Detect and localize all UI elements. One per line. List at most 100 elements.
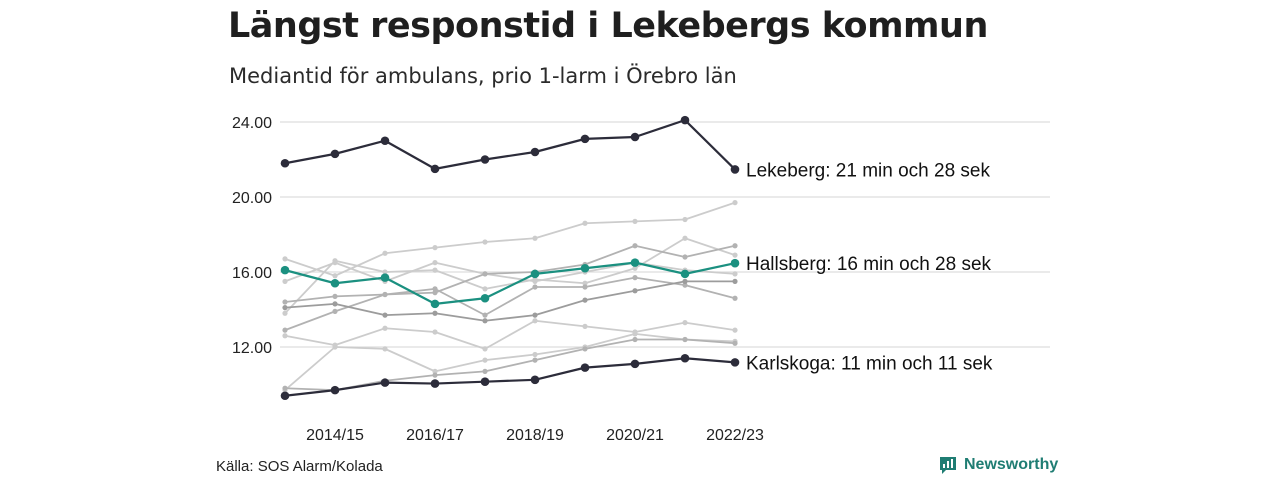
data-point xyxy=(282,256,288,262)
data-point xyxy=(582,284,588,290)
series-line xyxy=(284,319,736,350)
series-lekeberg: Lekeberg: 21 min och 28 sek xyxy=(280,115,990,181)
data-point xyxy=(282,278,288,284)
series-end-label: Hallsberg: 16 min och 28 sek xyxy=(746,254,992,275)
data-point xyxy=(632,336,638,343)
data-point xyxy=(682,235,688,241)
data-point xyxy=(530,147,540,157)
y-tick-label: 24.00 xyxy=(232,115,272,132)
data-point xyxy=(730,165,740,174)
data-point xyxy=(482,346,488,352)
data-point xyxy=(482,239,488,245)
data-point xyxy=(532,235,538,241)
data-point xyxy=(482,318,488,324)
data-point xyxy=(430,299,440,309)
data-point xyxy=(380,273,390,282)
background-series-line xyxy=(282,275,738,318)
x-tick-label: 2014/15 xyxy=(306,427,364,444)
series-end-label: Karlskoga: 11 min och 11 sek xyxy=(746,353,993,374)
x-axis-ticks: 2014/15 2016/17 2018/19 2020/21 2022/23 xyxy=(306,427,764,444)
data-point xyxy=(632,218,638,224)
background-series-line xyxy=(282,200,738,279)
data-point xyxy=(280,265,290,275)
data-point xyxy=(530,269,540,279)
x-tick-label: 2016/17 xyxy=(406,427,464,444)
series-hallsberg: Hallsberg: 16 min och 28 sek xyxy=(280,254,992,309)
y-tick-label: 12.00 xyxy=(232,340,272,357)
source-note: Källa: SOS Alarm/Kolada xyxy=(216,458,383,475)
series-line xyxy=(284,201,736,277)
data-point xyxy=(482,312,488,318)
data-point xyxy=(432,310,438,316)
data-point xyxy=(680,115,690,125)
background-series-line xyxy=(282,336,738,393)
data-point xyxy=(382,291,388,298)
data-point xyxy=(382,250,388,256)
data-point xyxy=(632,331,638,337)
data-point xyxy=(630,132,640,142)
data-point xyxy=(582,220,588,226)
data-point xyxy=(432,290,438,296)
data-point xyxy=(532,278,538,284)
data-point xyxy=(732,278,738,284)
x-tick-label: 2020/21 xyxy=(606,427,664,444)
series-line xyxy=(284,244,736,331)
data-point xyxy=(632,288,638,294)
data-point xyxy=(280,391,290,401)
data-point xyxy=(480,293,490,303)
data-point xyxy=(730,358,740,367)
data-point xyxy=(330,278,340,288)
data-point xyxy=(380,136,390,146)
series-line xyxy=(284,332,736,391)
data-point xyxy=(282,305,288,311)
data-point xyxy=(330,149,340,159)
data-point xyxy=(630,359,640,369)
data-point xyxy=(332,273,338,279)
data-point xyxy=(382,325,388,331)
data-point xyxy=(732,327,738,333)
background-series-line xyxy=(282,243,738,333)
data-point xyxy=(332,308,338,314)
x-tick-label: 2022/23 xyxy=(706,427,764,444)
data-point xyxy=(580,263,590,273)
data-point xyxy=(432,245,438,251)
data-point xyxy=(282,385,288,391)
data-point xyxy=(582,323,588,329)
data-point xyxy=(432,286,438,292)
data-point xyxy=(282,333,288,339)
data-point xyxy=(532,318,538,324)
data-point xyxy=(682,282,688,288)
data-point xyxy=(432,368,438,374)
x-tick-label: 2018/19 xyxy=(506,427,564,444)
data-point xyxy=(432,372,438,378)
data-point xyxy=(680,269,690,279)
data-point xyxy=(282,310,288,316)
data-point xyxy=(730,258,740,268)
data-point xyxy=(282,327,288,333)
data-point xyxy=(382,312,388,318)
highlighted-series: Lekeberg: 21 min och 28 sek Hallsberg: 16… xyxy=(280,115,993,401)
data-point xyxy=(482,271,488,277)
data-point xyxy=(432,260,438,266)
data-point xyxy=(732,252,738,258)
data-point xyxy=(432,267,438,273)
brand-logo: Newsworthy xyxy=(938,455,1058,475)
data-point xyxy=(682,336,688,343)
data-point xyxy=(682,254,688,260)
data-point xyxy=(632,265,638,271)
data-point xyxy=(532,351,538,358)
series-end-label: Lekeberg: 21 min och 28 sek xyxy=(746,160,990,181)
data-point xyxy=(282,299,288,305)
background-series-line xyxy=(282,235,738,316)
newsworthy-icon xyxy=(940,457,956,474)
data-point xyxy=(380,378,390,387)
data-point xyxy=(480,155,490,164)
brand-name: Newsworthy xyxy=(964,456,1059,473)
data-point xyxy=(332,301,338,307)
data-point xyxy=(682,216,688,223)
data-point xyxy=(682,278,688,284)
data-point xyxy=(532,284,538,290)
data-point xyxy=(382,346,388,352)
data-point xyxy=(332,293,338,299)
